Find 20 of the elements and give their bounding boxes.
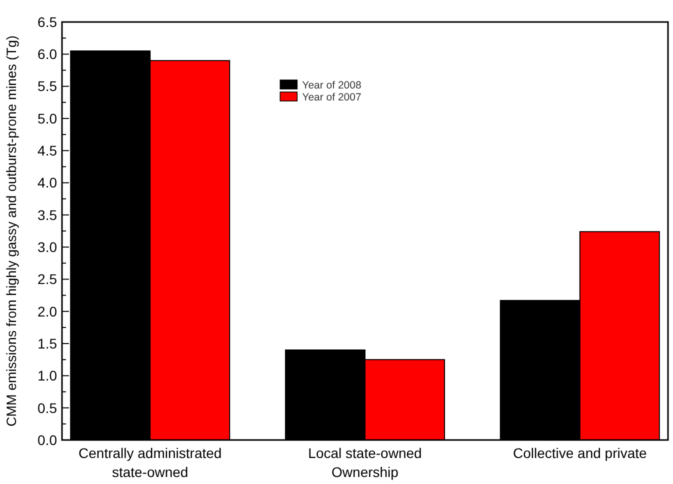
x-tick-label: Centrally administrated state-owned (78, 445, 222, 480)
y-tick-label: 5.5 (38, 78, 58, 94)
legend-label: Year of 2008 (302, 80, 362, 92)
y-tick-label: 2.0 (38, 303, 58, 320)
y-tick-label: 1.0 (38, 368, 58, 384)
y-tick-label: 0.0 (38, 432, 58, 448)
y-tick-label: 6.0 (38, 46, 58, 62)
y-tick-label: 1.5 (38, 335, 58, 352)
y-tick-label: 3.5 (38, 206, 58, 223)
y-tick-label: 6.5 (38, 14, 58, 30)
y-tick-label: 3.0 (38, 238, 58, 255)
legend-label: Year of 2007 (302, 92, 362, 104)
x-tick-label: Collective and private (512, 445, 648, 461)
y-tick-label: 5.0 (38, 110, 58, 126)
y-tick-label: 2.5 (38, 271, 58, 288)
y-tick-label: 0.5 (38, 400, 58, 416)
y-axis-title: CMM emissions from highly gassy and outburst-prone mines (Tg) (4, 36, 19, 426)
y-tick-label: 4.5 (38, 142, 58, 159)
y-tick-label: 4.0 (38, 174, 58, 191)
x-tick-label: Local state-owned Ownership (308, 445, 422, 480)
